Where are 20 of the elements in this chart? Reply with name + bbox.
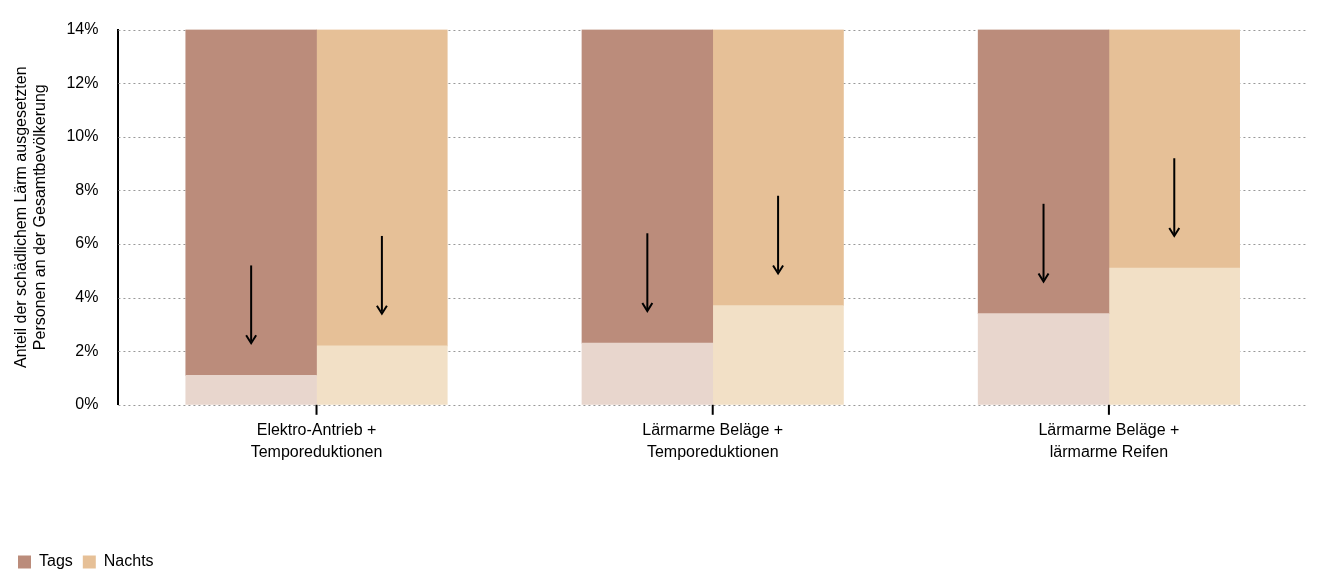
bar bbox=[316, 29, 448, 347]
bar bbox=[712, 29, 844, 306]
legend-label: Tags bbox=[39, 552, 73, 570]
bar bbox=[977, 29, 1110, 315]
y-tick-label: 0% bbox=[75, 395, 99, 413]
y-tick-label: 10% bbox=[66, 127, 99, 145]
y-tick-label: 12% bbox=[66, 73, 99, 91]
text: Lärmarme Beläge + lärmarme Reifen bbox=[1038, 421, 1180, 461]
y-tick-label: 4% bbox=[75, 288, 99, 306]
text: Elektro-Antrieb + Temporeduktionen bbox=[250, 421, 383, 461]
y-tick-label: 2% bbox=[75, 341, 99, 359]
bar bbox=[581, 29, 714, 344]
y-tick-label: 6% bbox=[75, 234, 99, 252]
bar bbox=[185, 29, 317, 376]
legend-label: Nachts bbox=[103, 552, 154, 570]
text: Lärmarme Beläge + Temporeduktionen bbox=[642, 421, 784, 461]
y-tick-label: 14% bbox=[66, 20, 99, 38]
y-axis-title: Anteil der schädlichem Lärm ausgesetzten Personen an der Gesamtbevölkerung bbox=[12, 66, 49, 368]
y-tick-label: 8% bbox=[75, 180, 99, 198]
bar bbox=[1108, 29, 1240, 269]
